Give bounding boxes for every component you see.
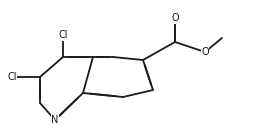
Text: Cl: Cl [7, 72, 17, 82]
Text: O: O [171, 13, 179, 23]
Text: Cl: Cl [58, 30, 68, 40]
Text: N: N [51, 115, 59, 125]
Text: O: O [201, 47, 209, 57]
